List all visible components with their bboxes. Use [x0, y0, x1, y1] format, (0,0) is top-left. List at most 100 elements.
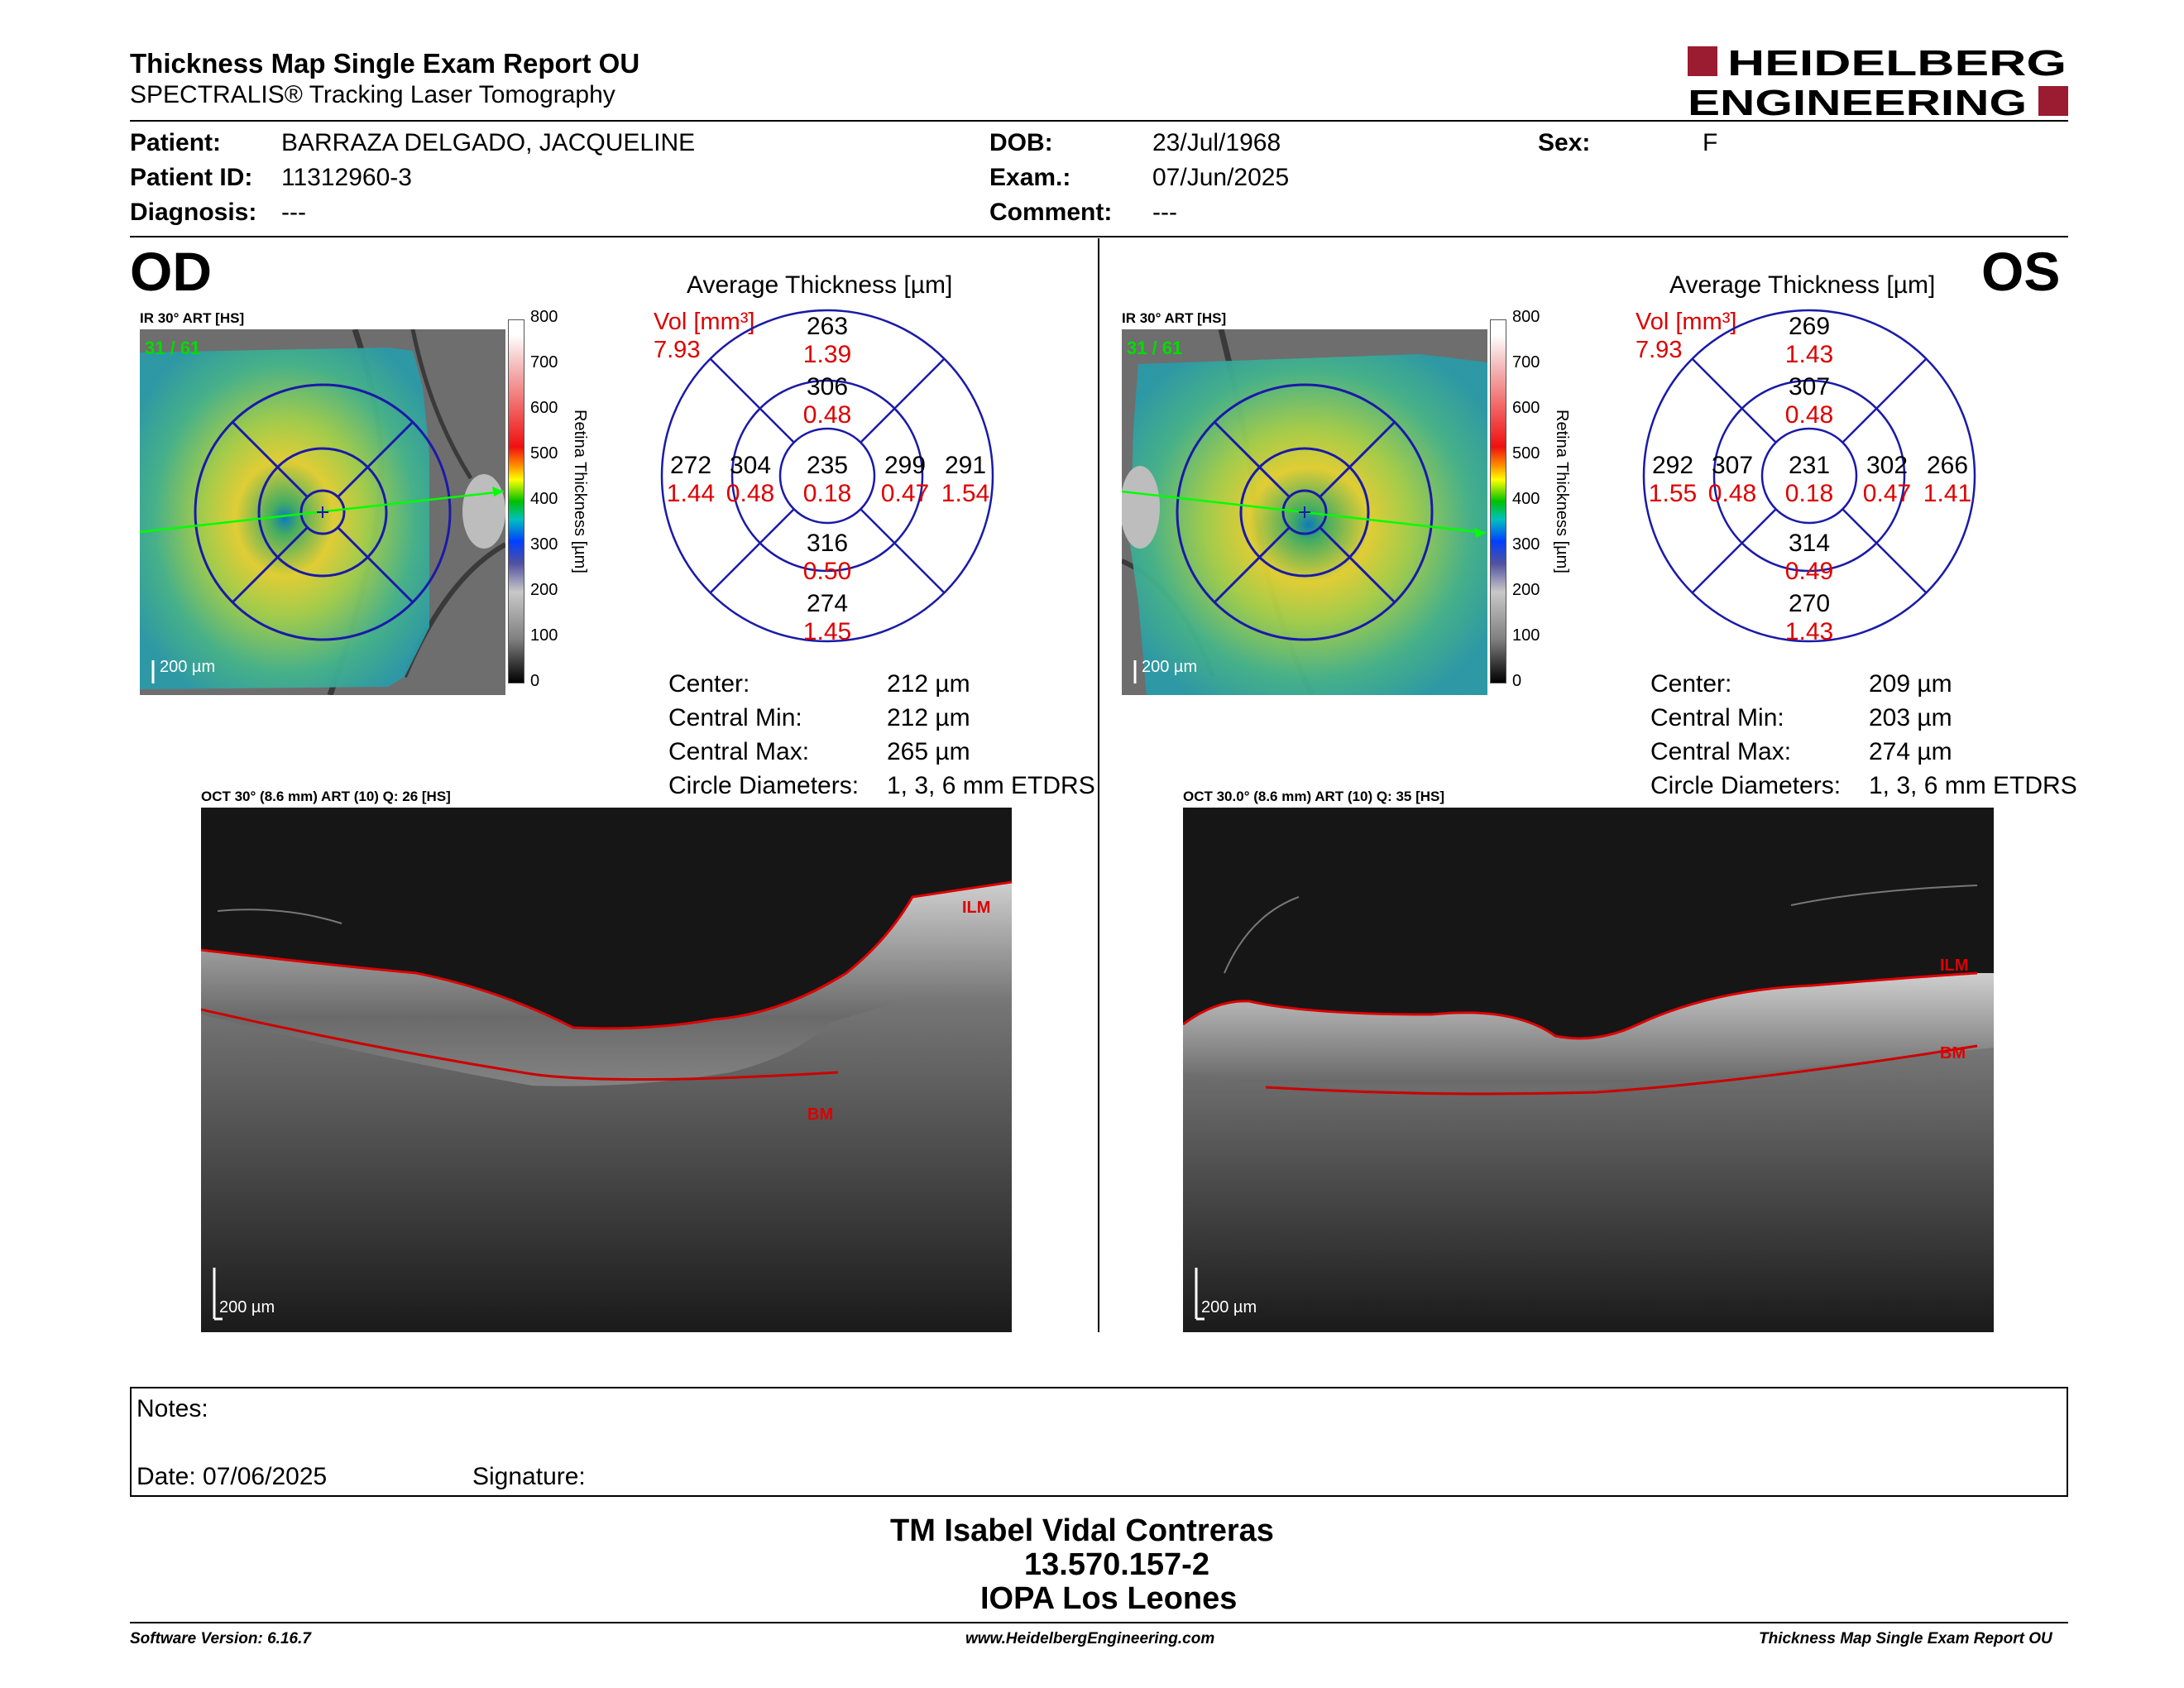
od-bm-label: BM [807, 1105, 833, 1124]
exam-date: 07/Jun/2025 [1152, 164, 1290, 191]
os-outer-sup-volume: 1.43 [1784, 341, 1834, 368]
od-outer-superior: 263 1.39 [790, 313, 864, 369]
os-inner-inferior: 314 0.49 [1772, 530, 1846, 586]
header-divider [130, 120, 2068, 122]
footer-report-name: Thickness Map Single Exam Report OU [1759, 1630, 2052, 1647]
os-tick: 800 [1512, 308, 1540, 326]
sex-value: F [1703, 129, 1718, 156]
report-subtitle: SPECTRALIS® Tracking Laser Tomography [130, 81, 615, 108]
od-oct-scale: 200 µm [219, 1298, 275, 1316]
od-outer-left-thickness: 272 [669, 452, 712, 479]
software-version: Software Version: 6.16.7 [130, 1630, 311, 1647]
od-inner-right: 299 0.47 [868, 452, 942, 508]
logo-square-bottom [2038, 86, 2068, 116]
od-center-thickness: 235 [806, 452, 849, 479]
signature-label: Signature: [472, 1463, 586, 1490]
od-outer-inferior: 274 1.45 [790, 590, 864, 646]
patient-id: 11312960-3 [281, 164, 412, 191]
dob-label: DOB: [989, 129, 1053, 156]
od-frame-counter: 31 / 61 [145, 338, 200, 358]
os-stat-diam-value: 1, 3, 6 mm ETDRS [1869, 772, 2077, 799]
signer-rut: 13.570.157-2 [1024, 1547, 1209, 1582]
patient-name: BARRAZA DELGADO, JACQUELINE [281, 129, 696, 156]
od-inner-superior: 306 0.48 [790, 373, 864, 429]
footer-divider [130, 1622, 2068, 1623]
os-frame-counter: 31 / 61 [1127, 338, 1182, 358]
od-outer-left: 272 1.44 [654, 452, 728, 508]
notes-date: Date: 07/06/2025 [136, 1463, 328, 1490]
od-center: 235 0.18 [790, 452, 864, 508]
notes-label: Notes: [136, 1395, 208, 1422]
signer-name: TM Isabel Vidal Contreras [890, 1513, 1274, 1548]
os-bm-label: BM [1940, 1044, 1966, 1062]
os-oct-label: OCT 30.0° (8.6 mm) ART (10) Q: 35 [HS] [1183, 789, 1445, 804]
os-oct-scale: 200 µm [1201, 1298, 1257, 1316]
diagnosis-label: Diagnosis: [130, 199, 257, 226]
od-eye-label: OD [130, 241, 212, 302]
os-stat-max-label: Central Max: [1650, 738, 1792, 765]
os-inner-inf-volume: 0.49 [1784, 558, 1834, 585]
os-colorbar [1490, 319, 1506, 683]
os-inner-sup-volume: 0.48 [1784, 401, 1834, 429]
od-inner-right-thickness: 299 [884, 452, 927, 479]
od-tick: 300 [530, 535, 558, 554]
od-outer-right: 291 1.54 [928, 452, 1003, 508]
od-thickness-map: 31 / 61 200 µm [140, 329, 505, 695]
os-outer-sup-thickness: 269 [1788, 313, 1831, 340]
od-stat-center-value: 212 µm [887, 670, 970, 698]
os-avg-title: Average Thickness [µm] [1669, 271, 1936, 299]
od-map-scale: 200 µm [160, 658, 215, 676]
diagnosis-value: --- [281, 199, 306, 226]
os-tick: 500 [1512, 444, 1540, 463]
od-tick: 200 [530, 581, 558, 599]
od-tick: 500 [530, 444, 558, 463]
od-inner-left-thickness: 304 [729, 452, 772, 479]
report-title: Thickness Map Single Exam Report OU [130, 48, 640, 79]
os-ir-label: IR 30° ART [HS] [1122, 310, 1227, 326]
os-outer-right: 266 1.41 [1910, 452, 1985, 508]
od-stat-min-value: 212 µm [887, 704, 970, 731]
signer-clinic: IOPA Los Leones [980, 1581, 1238, 1616]
od-tick: 400 [530, 490, 558, 508]
od-inner-sup-volume: 0.48 [802, 401, 852, 429]
od-outer-right-thickness: 291 [944, 452, 987, 479]
website-link[interactable]: www.HeidelbergEngineering.com [965, 1630, 1215, 1647]
od-colorbar-ticks: 800 700 600 500 400 300 200 100 0 [530, 308, 563, 690]
os-tick: 400 [1512, 490, 1540, 508]
os-inner-left-volume: 0.48 [1707, 480, 1757, 507]
od-inner-inferior: 316 0.50 [790, 530, 864, 586]
notes-box[interactable]: Notes: Date: 07/06/2025 Signature: [130, 1387, 2068, 1497]
os-outer-inferior: 270 1.43 [1772, 590, 1846, 646]
os-outer-left-volume: 1.55 [1648, 480, 1698, 507]
od-inner-left-volume: 0.48 [726, 480, 775, 507]
os-outer-right-volume: 1.41 [1923, 480, 1972, 507]
od-stat-max-label: Central Max: [668, 738, 810, 765]
os-inner-left-thickness: 307 [1711, 452, 1754, 479]
os-thickness-map: 31 / 61 200 µm [1122, 329, 1487, 695]
od-ilm-label: ILM [962, 899, 990, 917]
od-colorbar [508, 319, 524, 683]
od-stat-diam-label: Circle Diameters: [668, 772, 860, 799]
od-tick: 0 [530, 672, 540, 690]
od-tick: 700 [530, 353, 558, 372]
os-stat-min-value: 203 µm [1869, 704, 1952, 731]
od-tick: 100 [530, 626, 558, 645]
dob-value: 23/Jul/1968 [1152, 129, 1281, 156]
od-outer-left-volume: 1.44 [666, 480, 716, 507]
od-vol-total: 7.93 [654, 337, 701, 363]
os-etdrs-grid [1642, 309, 1976, 643]
logo-line2: ENGINEERING [1688, 83, 2027, 117]
patient-label: Patient: [130, 129, 222, 156]
os-tick: 600 [1512, 399, 1540, 417]
os-oct-scan: ILM BM 200 µm [1183, 808, 1994, 1332]
os-tick: 700 [1512, 353, 1540, 372]
os-center: 231 0.18 [1772, 452, 1846, 508]
os-outer-superior: 269 1.43 [1772, 313, 1846, 369]
od-tick: 800 [530, 308, 558, 326]
os-outer-left-thickness: 292 [1651, 452, 1694, 479]
os-stat-diam-label: Circle Diameters: [1650, 772, 1842, 799]
od-inner-left: 304 0.48 [713, 452, 788, 508]
od-inner-right-volume: 0.47 [880, 480, 930, 507]
sex-label: Sex: [1538, 129, 1591, 156]
od-avg-title: Average Thickness [µm] [687, 271, 953, 299]
